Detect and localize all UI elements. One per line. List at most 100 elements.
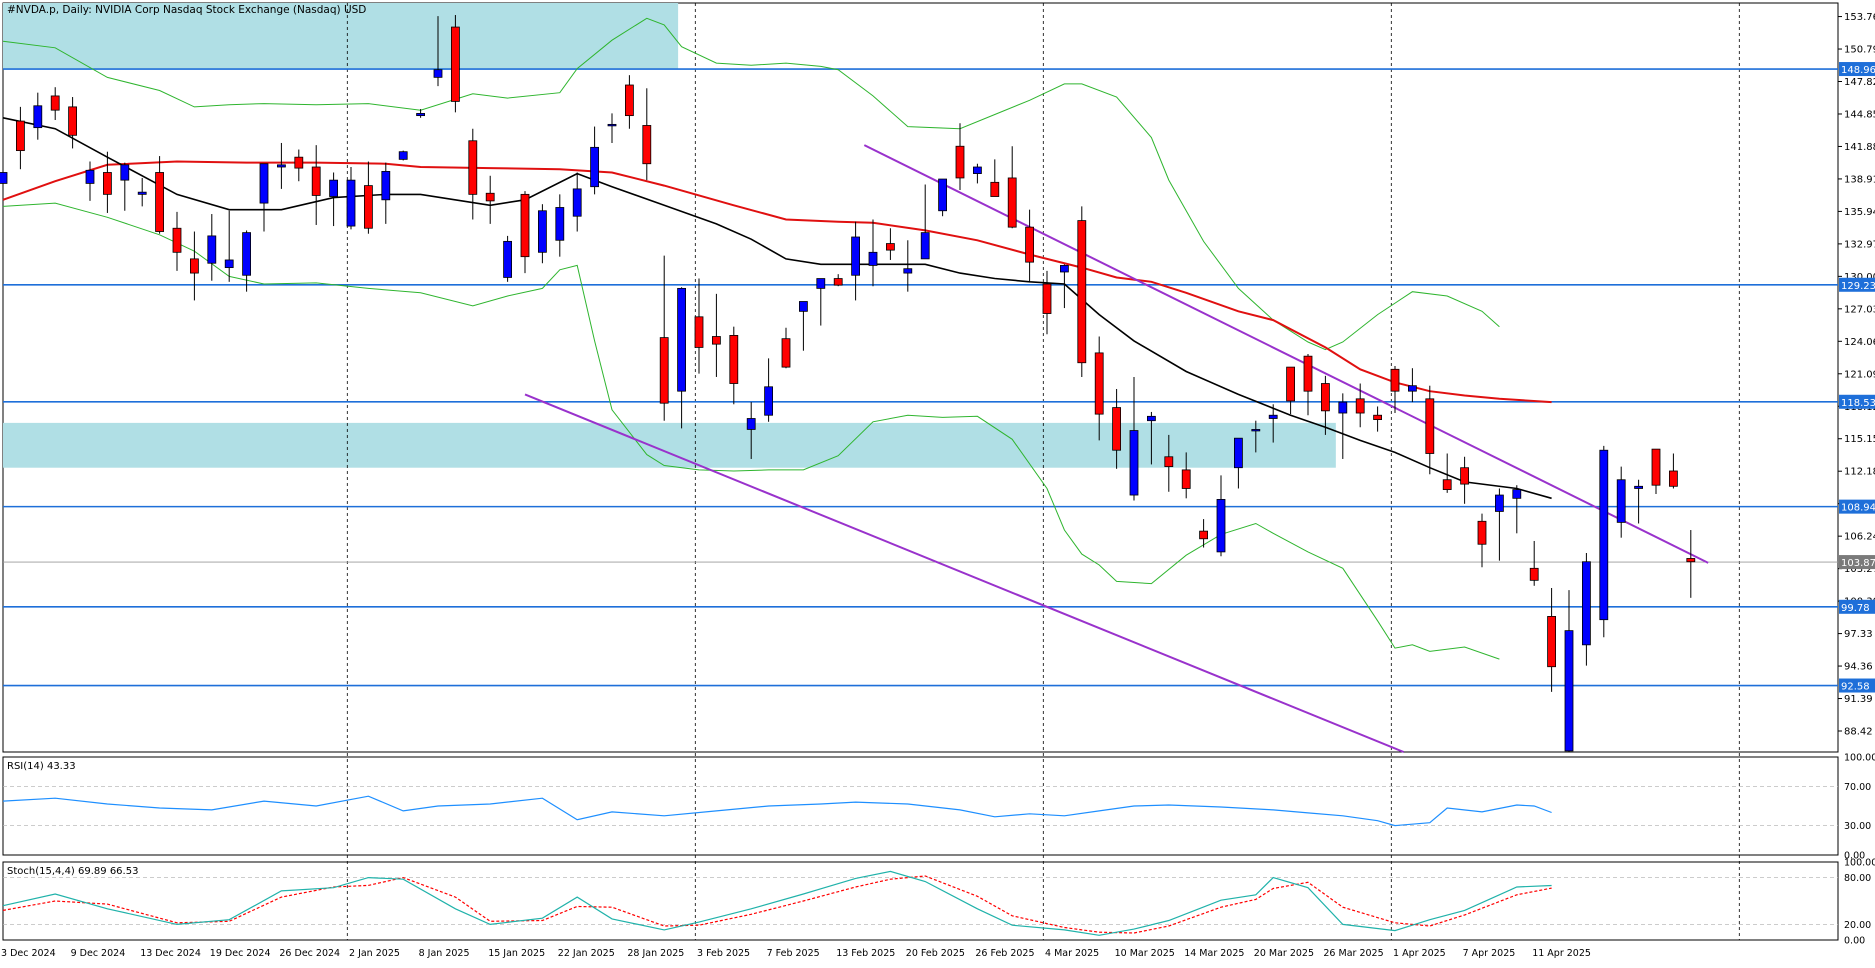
price-tick-label: 138.91 — [1844, 174, 1875, 185]
rsi-label: RSI(14) 43.33 — [7, 761, 76, 772]
date-label: 26 Dec 2024 — [279, 948, 340, 959]
date-label: 26 Feb 2025 — [975, 948, 1034, 959]
candle-body — [311, 166, 321, 196]
candle-body — [712, 336, 721, 345]
candle-body — [1512, 489, 1522, 499]
price-tick-label: 132.97 — [1844, 239, 1875, 250]
candle-body — [955, 145, 965, 179]
rsi-line — [2, 795, 1552, 827]
candle-body — [886, 243, 895, 251]
candle-body — [242, 232, 252, 276]
candle-body — [346, 179, 356, 227]
date-axis: 3 Dec 2024 9 Dec 2024 13 Dec 2024 19 Dec 20… — [1, 948, 1591, 959]
price-tick-label: 91.39 — [1844, 694, 1873, 705]
candle-body — [137, 191, 147, 195]
candle-body — [1060, 265, 1069, 273]
candle-body — [33, 105, 43, 129]
candle-body — [1582, 561, 1591, 646]
candle-body — [1686, 558, 1696, 563]
candle-body — [329, 179, 339, 197]
price-tick-label: 97.33 — [1844, 629, 1873, 640]
date-label: 20 Mar 2025 — [1254, 948, 1314, 959]
candle-body — [1094, 352, 1104, 415]
date-label: 20 Feb 2025 — [906, 948, 965, 959]
candle-body — [224, 259, 234, 269]
candle-body — [189, 258, 199, 274]
candle-body — [1477, 520, 1487, 545]
candle-body — [590, 146, 599, 188]
candle-body — [868, 251, 878, 266]
chart-title: #NVDA.p, Daily: NVIDIA Corp Nasdaq Stock… — [7, 4, 366, 16]
candle-body — [155, 172, 165, 232]
candle-body — [903, 268, 913, 274]
price-tick-label: 121.09 — [1844, 369, 1875, 380]
candle-body — [938, 178, 947, 212]
stoch-tick-label: 100.00 — [1844, 858, 1875, 869]
price-tick-label: 153.76 — [1844, 12, 1875, 23]
candle-body — [1303, 355, 1313, 392]
stoch-signal-line — [2, 875, 1552, 934]
candle-body — [607, 123, 617, 127]
candle-body — [851, 236, 860, 276]
candle-body — [381, 170, 391, 201]
candle-body — [1286, 366, 1295, 402]
candle-body — [207, 235, 217, 264]
candle-body — [1564, 630, 1574, 752]
candle-body — [120, 164, 130, 181]
rsi-tick-label: 70.00 — [1844, 782, 1871, 793]
date-label: 22 Jan 2025 — [558, 948, 615, 959]
price-tick-label: 94.36 — [1844, 662, 1873, 673]
date-label: 19 Dec 2024 — [210, 948, 271, 959]
price-tick-label: 130.00 — [1844, 272, 1875, 283]
candle-body — [694, 316, 704, 348]
candle-body — [659, 337, 669, 404]
candle-body — [746, 418, 756, 430]
candle-body — [1129, 430, 1139, 496]
level-price-tag — [1839, 599, 1875, 614]
candle-body — [1442, 479, 1452, 490]
candle-body — [1599, 449, 1609, 621]
candle-body — [1338, 401, 1348, 414]
bollinger-lower-band — [2, 202, 1500, 660]
candle-body — [1634, 485, 1643, 489]
candle-body — [781, 338, 791, 368]
candle-body — [1651, 448, 1661, 486]
price-tick-label: 150.79 — [1844, 45, 1875, 56]
candle-body — [1355, 398, 1365, 414]
candle-body — [990, 181, 1000, 197]
candle-body — [677, 287, 686, 392]
price-tick-label: 106.24 — [1844, 532, 1875, 543]
candle-body — [1529, 567, 1539, 581]
date-label: 8 Jan 2025 — [419, 948, 470, 959]
current-price-tag — [1839, 555, 1875, 570]
candle-body — [1042, 283, 1052, 314]
candle-body — [485, 192, 495, 202]
candle-body — [1234, 437, 1243, 469]
bollinger-upper-band — [2, 17, 1500, 351]
candle-body — [1373, 414, 1382, 420]
supply-demand-zone — [3, 3, 679, 69]
level-price-label: 129.23 — [1841, 281, 1875, 292]
date-label: 14 Mar 2025 — [1184, 948, 1244, 959]
candle-body — [50, 95, 60, 111]
candle-body — [416, 113, 426, 117]
candle-body — [15, 120, 25, 152]
candle-body — [555, 207, 565, 241]
candle-body — [1077, 220, 1087, 364]
candle-body — [85, 169, 95, 184]
candle-body — [833, 278, 843, 286]
date-label: 26 Mar 2025 — [1323, 948, 1383, 959]
candle-body — [642, 125, 652, 165]
date-label: 9 Dec 2024 — [71, 948, 126, 959]
candle-body — [538, 210, 547, 253]
candle-body — [799, 301, 808, 312]
current-price-label: 103.87 — [1841, 558, 1875, 569]
price-tick-label: 115.15 — [1844, 434, 1875, 445]
date-label: 4 Mar 2025 — [1045, 948, 1099, 959]
price-axis: 153.76 150.79 147.82 144.85 141.88 138.91 135.… — [1838, 12, 1875, 738]
level-price-tag — [1839, 499, 1875, 514]
candles-group — [0, 15, 1696, 752]
date-label: 7 Feb 2025 — [767, 948, 820, 959]
